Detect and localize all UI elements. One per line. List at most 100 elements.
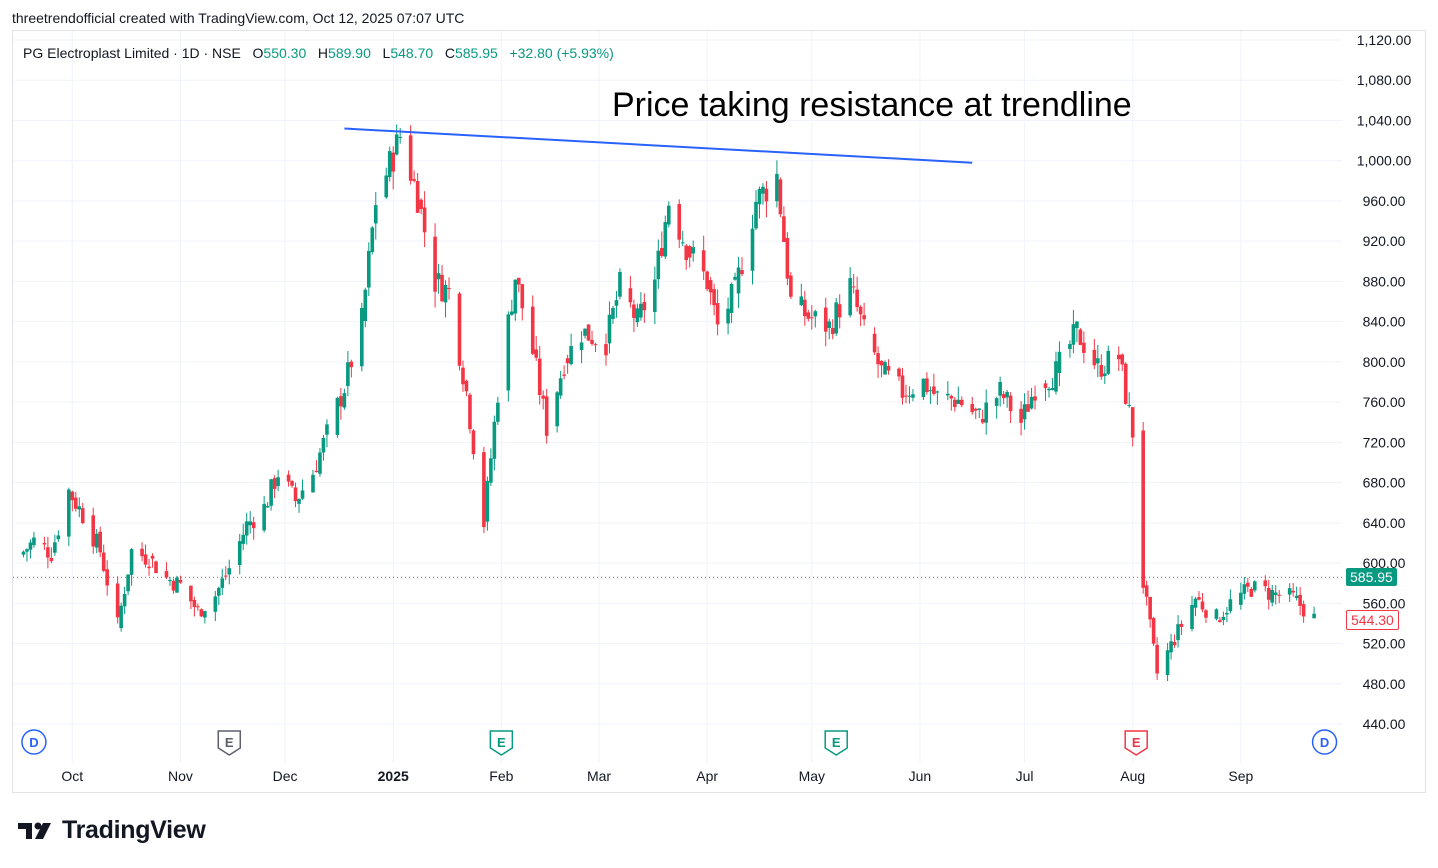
candle-body	[408, 135, 413, 181]
y-tick-label: 800.00	[1363, 354, 1406, 370]
candle-body	[984, 402, 989, 423]
candle-body	[32, 537, 36, 546]
candle-body	[660, 248, 664, 256]
candle-body	[101, 552, 106, 571]
candle-body	[1242, 584, 1247, 594]
earnings-marker[interactable]: E	[1124, 730, 1148, 756]
candle-body	[879, 360, 884, 366]
candle-body	[1103, 373, 1107, 377]
candle-body	[42, 543, 47, 545]
event-marker-label: E	[225, 735, 234, 750]
candle-body	[534, 349, 539, 358]
earnings-marker-shape	[824, 730, 848, 756]
candle-body	[663, 222, 668, 257]
candle-body	[1273, 592, 1278, 596]
y-tick-label: 1,120.00	[1357, 32, 1412, 48]
earnings-marker-shape	[489, 730, 514, 756]
candle-body	[785, 237, 790, 279]
candle-body	[973, 408, 978, 411]
y-tick-label: 600.00	[1363, 555, 1406, 571]
candle-body	[855, 289, 859, 308]
y-tick-label: 880.00	[1363, 273, 1406, 289]
candle-body	[384, 175, 389, 198]
chart-frame[interactable]	[12, 30, 1426, 793]
candle-body	[813, 311, 818, 317]
candle-body	[387, 151, 392, 178]
tradingview-brand[interactable]: TradingView	[16, 816, 206, 845]
brand-name: TradingView	[62, 816, 206, 844]
candle-body	[1099, 364, 1104, 377]
candle-body	[809, 317, 814, 319]
earnings-marker[interactable]: E	[217, 730, 242, 756]
candle-body	[558, 378, 563, 396]
candle-body	[593, 344, 598, 346]
candle-body	[189, 585, 193, 602]
candle-body	[506, 314, 511, 391]
event-marker-label: D	[29, 735, 38, 750]
candle-body	[789, 275, 793, 297]
earnings-marker[interactable]: E	[489, 730, 514, 756]
candle-body	[733, 276, 737, 280]
candle-body	[520, 284, 525, 309]
candle-body	[53, 542, 57, 553]
candle-body	[726, 308, 730, 324]
candle-body	[541, 395, 546, 399]
candle-body	[164, 571, 169, 578]
dividend-marker[interactable]: D	[21, 729, 47, 755]
candle-body	[1312, 613, 1316, 619]
attribution-text: threetrendofficial created with TradingV…	[12, 10, 465, 26]
candle-body	[237, 541, 242, 566]
candle-body	[736, 267, 741, 294]
candle-body	[653, 279, 657, 313]
candle-body	[611, 308, 615, 319]
candle-body	[1214, 609, 1219, 619]
dividend-marker[interactable]: D	[1311, 729, 1338, 755]
candle-body	[196, 606, 200, 608]
candle-body	[837, 304, 842, 318]
candle-body	[1130, 407, 1135, 438]
candle-body	[105, 569, 109, 586]
candle-body	[391, 152, 396, 172]
y-tick-label: 720.00	[1363, 434, 1406, 450]
earnings-marker[interactable]: E	[824, 730, 848, 756]
candle-body	[1106, 350, 1111, 374]
candle-body	[897, 368, 901, 377]
candle-body	[199, 609, 204, 617]
candle-body	[680, 242, 685, 244]
candle-body	[217, 587, 221, 596]
candle-body	[443, 284, 448, 303]
x-tick-label: Oct	[61, 768, 83, 784]
candle-body	[883, 362, 887, 375]
candle-body	[496, 402, 500, 422]
candle-body	[419, 199, 423, 210]
candle-body	[858, 306, 863, 315]
candle-body	[628, 288, 633, 303]
x-tick-label: Nov	[168, 768, 193, 784]
candle-body	[921, 378, 926, 398]
price-axis: 1,120.00 1,080.00 1,040.00 1,000.00 960.00 92…	[1357, 32, 1412, 732]
y-tick-label: 1,080.00	[1357, 72, 1412, 88]
candle-body	[461, 367, 465, 385]
candle-body	[119, 605, 123, 629]
candle-body	[363, 289, 368, 322]
candle-body	[318, 452, 322, 474]
trendline-annotation: Price taking resistance at trendline	[612, 86, 1132, 124]
candle-body	[562, 374, 566, 376]
candle-body	[935, 391, 940, 393]
candle-body	[1190, 604, 1194, 629]
candle-body	[994, 398, 999, 406]
candle-body	[1144, 585, 1149, 597]
candle-body	[73, 497, 78, 509]
candle-body	[932, 386, 936, 394]
candle-body	[349, 361, 354, 368]
candle-body	[1005, 391, 1009, 398]
candle-body	[1075, 321, 1079, 329]
y-tick-label: 480.00	[1363, 676, 1406, 692]
legend-high-label: H	[317, 45, 329, 61]
candle-body	[590, 340, 594, 344]
candle-body	[485, 480, 490, 522]
candle-body	[28, 542, 33, 550]
candle-body	[799, 296, 804, 306]
